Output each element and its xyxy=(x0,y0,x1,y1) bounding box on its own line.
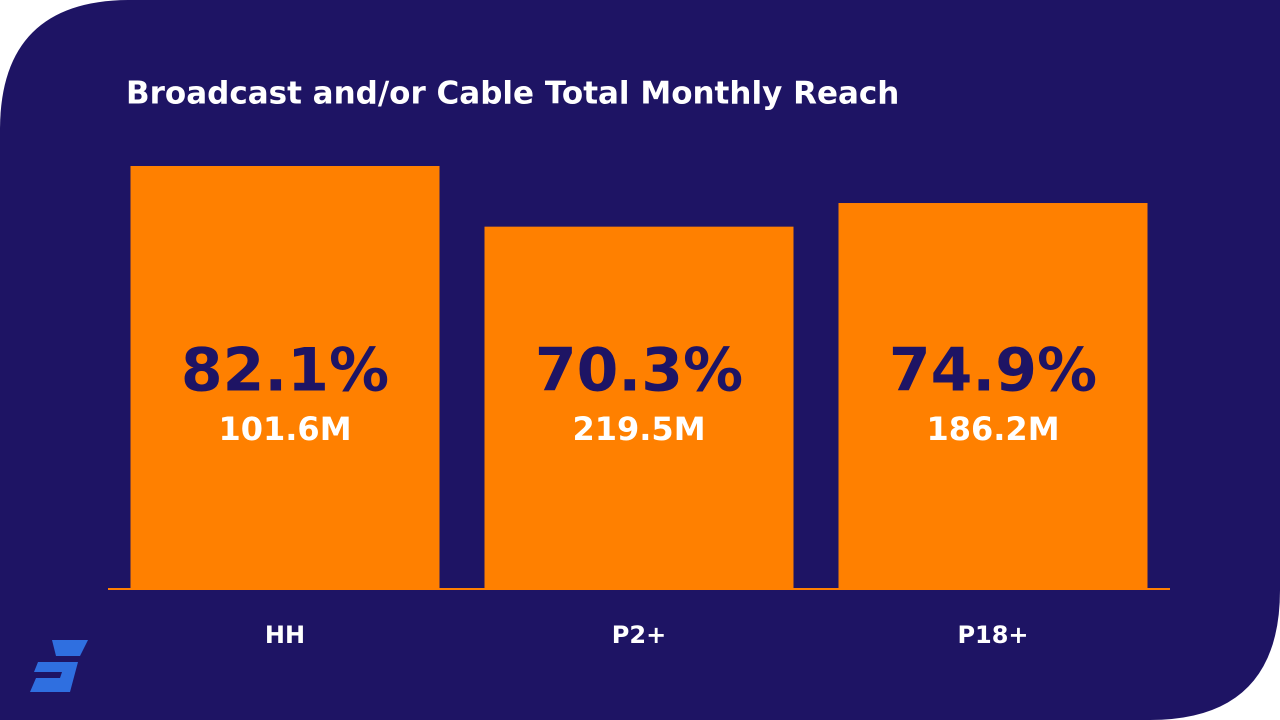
bar xyxy=(130,166,440,589)
bar xyxy=(838,203,1148,589)
x-tick-label: HH xyxy=(265,621,305,649)
value-label: 70.3% xyxy=(535,336,743,406)
value-label: 82.1% xyxy=(181,336,389,406)
value-label: 74.9% xyxy=(889,336,1097,406)
logo xyxy=(30,640,88,692)
sub-label: 186.2M xyxy=(926,410,1059,448)
sub-label: 101.6M xyxy=(218,410,351,448)
bar xyxy=(484,226,794,588)
chart-title: Broadcast and/or Cable Total Monthly Rea… xyxy=(126,76,899,112)
x-tick-label: P2+ xyxy=(612,621,666,649)
sub-label: 219.5M xyxy=(572,410,705,448)
x-tick-label: P18+ xyxy=(957,621,1028,649)
